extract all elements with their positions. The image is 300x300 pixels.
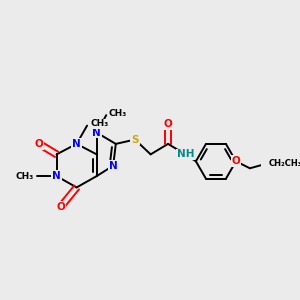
Text: O: O xyxy=(232,156,240,166)
Text: CH₃: CH₃ xyxy=(91,119,109,128)
Text: O: O xyxy=(164,119,172,129)
Text: N: N xyxy=(109,161,118,171)
Text: CH₂CH₃: CH₂CH₃ xyxy=(268,159,300,168)
Text: O: O xyxy=(57,202,65,212)
Text: O: O xyxy=(35,139,44,149)
Text: N: N xyxy=(92,128,101,138)
Text: N: N xyxy=(52,171,61,181)
Text: NH: NH xyxy=(177,149,194,159)
Text: CH₃: CH₃ xyxy=(109,109,127,118)
Text: N: N xyxy=(72,139,81,149)
Text: CH₃: CH₃ xyxy=(16,172,34,181)
Text: S: S xyxy=(131,135,139,145)
